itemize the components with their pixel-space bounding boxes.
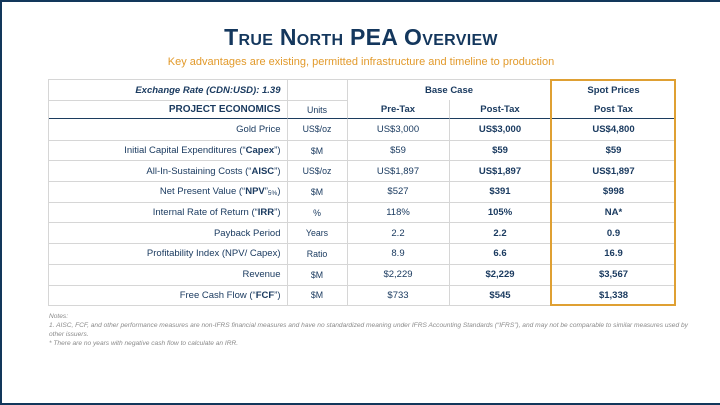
row-pre-tax: US$3,000 [346, 119, 449, 140]
footnote-heading: Notes: [49, 313, 69, 321]
row-pre-tax: $2,229 [346, 263, 449, 285]
row-spot: US$1,897 [550, 160, 676, 182]
footnote-1: 1. AISC, FCF, and other performance meas… [49, 322, 688, 338]
row-post-tax: US$3,000 [448, 119, 551, 140]
row-units: $M [286, 263, 347, 285]
row-post-tax: $545 [448, 284, 551, 306]
row-label-profitability-index: Profitability Index (NPV/ Capex) [48, 243, 287, 264]
header-post-tax: Post-Tax [448, 100, 551, 119]
footnote-2: * There are no years with negative cash … [49, 339, 239, 347]
row-spot: NA* [550, 201, 676, 223]
row-pre-tax: $527 [346, 181, 449, 202]
page-subtitle: Key advantages are existing, permitted i… [167, 56, 555, 68]
row-pre-tax: US$1,897 [346, 160, 449, 182]
row-units: % [286, 201, 347, 223]
row-spot: $59 [550, 139, 676, 161]
row-units: Years [286, 222, 347, 244]
header-base-case: Base Case [346, 80, 551, 100]
page-title: True North PEA Overview [224, 24, 498, 50]
row-units: Ratio [286, 243, 347, 264]
row-post-tax: US$1,897 [448, 160, 551, 182]
row-pre-tax: $733 [346, 284, 449, 306]
row-units: $M [286, 284, 347, 306]
row-spot: US$4,800 [550, 119, 676, 140]
row-post-tax: $2,229 [448, 263, 551, 285]
row-pre-tax: $59 [346, 139, 449, 161]
header-pre-tax: Pre-Tax [346, 100, 449, 119]
exchange-rate-note: Exchange Rate (CDN:USD): 1.39 [48, 80, 287, 100]
row-units: $M [286, 139, 347, 161]
project-economics-table: Exchange Rate (CDN:USD): 1.39 Base Case … [47, 79, 676, 307]
row-label-npv: Net Present Value (“ NPV” 5%) [48, 181, 287, 202]
row-spot: $1,338 [550, 284, 676, 306]
row-post-tax: 6.6 [448, 243, 551, 264]
row-label-irr: Internal Rate of Return (“ IRR”) [48, 201, 287, 223]
row-label-payback: Payback Period [48, 222, 287, 244]
row-label-aisc: All-In-Sustaining Costs (“ AISC”) [48, 160, 287, 182]
row-pre-tax: 118% [346, 201, 449, 223]
row-pre-tax: 2.2 [346, 222, 449, 244]
row-label-fcf: Free Cash Flow (“ FCF”) [48, 284, 287, 306]
footnotes: Notes: 1. AISC, FCF, and other performan… [49, 313, 694, 349]
row-units: US$/oz [286, 160, 347, 182]
row-label-gold-price: Gold Price [48, 119, 287, 140]
row-units: US$/oz [286, 119, 347, 140]
header-units: Units [286, 100, 347, 119]
row-post-tax: 105% [448, 201, 551, 223]
row-spot: $3,567 [550, 263, 676, 285]
header-units-spacer [286, 80, 347, 100]
row-label-capex: Initial Capital Expenditures (“ Capex”) [48, 139, 287, 161]
row-spot: 16.9 [550, 243, 676, 264]
header-project-economics: PROJECT ECONOMICS [48, 100, 287, 119]
row-post-tax: $59 [448, 139, 551, 161]
row-post-tax: $391 [448, 181, 551, 202]
header-spot-prices: Spot Prices [550, 80, 676, 100]
row-pre-tax: 8.9 [346, 243, 449, 264]
row-post-tax: 2.2 [448, 222, 551, 244]
row-spot: $998 [550, 181, 676, 202]
row-spot: 0.9 [550, 222, 676, 244]
header-spot-post-tax: Post Tax [550, 100, 676, 119]
row-units: $M [286, 181, 347, 202]
row-label-revenue: Revenue [48, 263, 287, 285]
